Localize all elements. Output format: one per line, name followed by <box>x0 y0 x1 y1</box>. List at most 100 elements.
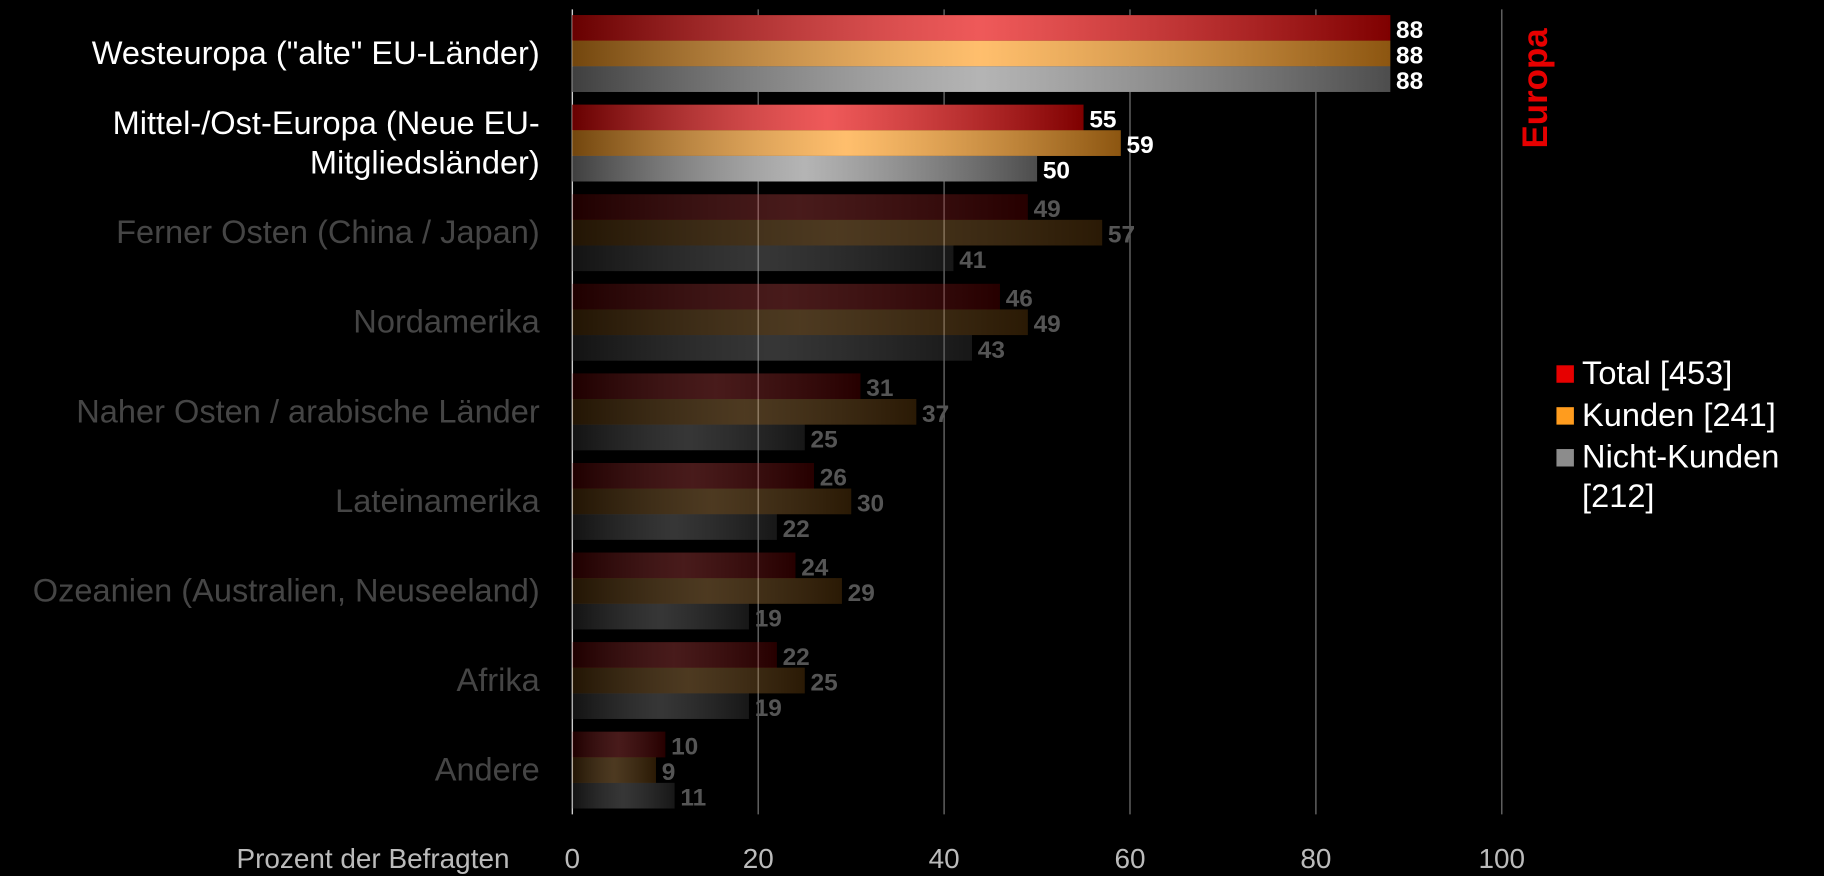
data-label: 22 <box>783 644 810 671</box>
bar-shade <box>572 66 1391 92</box>
bar-group <box>572 552 796 579</box>
bar-group <box>572 335 972 361</box>
bar-shade <box>572 782 675 809</box>
data-label: 25 <box>811 669 838 696</box>
legend-swatch <box>1556 365 1574 383</box>
bar-shade <box>572 219 1103 246</box>
data-label: 25 <box>811 426 838 453</box>
legend-box: Kunden [241] <box>1582 396 1776 433</box>
category-label-box: Afrika <box>456 661 540 698</box>
x-tick-label: 0 <box>565 843 581 874</box>
bar-group <box>572 731 666 758</box>
bar-group <box>572 283 1000 310</box>
bar-group <box>572 578 842 604</box>
bar-group <box>572 15 1391 41</box>
data-label: 19 <box>755 606 782 633</box>
bar-group <box>572 424 805 451</box>
y-tick-label: Ozeanien (Australien, Neuseeland) <box>32 572 540 609</box>
data-label: 11 <box>680 785 706 812</box>
x-axis-title: Prozent der Befragten <box>236 843 509 874</box>
bar-group <box>572 603 749 630</box>
bar-shade <box>572 578 842 604</box>
bar-shade <box>572 642 777 668</box>
bar-group <box>572 488 852 515</box>
bar-shade <box>572 463 814 489</box>
bar-group <box>572 373 861 400</box>
category-label-box: Lateinamerika <box>335 482 540 519</box>
data-label: 50 <box>1043 158 1070 185</box>
data-label: 41 <box>959 247 986 274</box>
bar-shade <box>572 603 749 630</box>
bar-shade <box>572 552 796 579</box>
legend-box: Total [453] <box>1582 354 1733 391</box>
category-label-box: Andere <box>435 752 540 788</box>
legend-label: Nicht-Kunden [212] <box>1582 438 1780 515</box>
bar-shade <box>572 693 749 719</box>
category-label-box: Ozeanien (Australien, Neuseeland) <box>32 572 540 609</box>
data-label: 88 <box>1396 68 1423 95</box>
bar-shade <box>572 130 1121 156</box>
data-label: 55 <box>1089 106 1116 133</box>
bar-shade <box>572 424 805 451</box>
bar-shade <box>572 40 1391 67</box>
bar-group <box>572 245 954 272</box>
bar-group <box>572 104 1084 131</box>
bar-shade <box>572 283 1000 310</box>
bar-group <box>572 463 814 489</box>
bar-group <box>572 66 1391 92</box>
bar-shade <box>572 373 861 400</box>
bar-shade <box>572 15 1391 41</box>
x-tick-label: 40 <box>929 843 960 874</box>
bar-group <box>572 309 1028 336</box>
legend-swatch <box>1556 407 1574 425</box>
bar-shade <box>572 399 917 425</box>
bar-shade <box>572 309 1028 336</box>
legend-label: Total [453] <box>1582 354 1733 391</box>
data-label: 26 <box>820 465 847 492</box>
y-tick-label: Westeuropa ("alte" EU-Länder) <box>91 34 540 71</box>
bar-shade <box>572 488 852 515</box>
x-tick-label: 80 <box>1300 843 1331 874</box>
bar-group <box>572 219 1103 246</box>
data-label: 29 <box>848 580 875 607</box>
bar-group <box>572 514 777 540</box>
category-label-box: Mittel-/Ost-Europa (Neue EU-Mitgliedslän… <box>112 104 540 181</box>
category-label-box: Naher Osten / arabische Länder <box>76 393 540 429</box>
data-label: 24 <box>801 554 829 581</box>
y-tick-label: Ferner Osten (China / Japan) <box>116 214 540 251</box>
y-tick-label: Lateinamerika <box>335 482 540 519</box>
bar-group <box>572 667 805 694</box>
bar-shade <box>572 731 666 758</box>
bar-group <box>572 194 1028 220</box>
bar-shade <box>572 194 1028 220</box>
data-label: 88 <box>1396 17 1423 44</box>
y-tick-label: Afrika <box>456 661 540 698</box>
annotation: Europa <box>1516 28 1555 149</box>
bar-group <box>572 782 675 809</box>
y-tick-label: Nordamerika <box>353 303 540 340</box>
x-tick-label: 60 <box>1114 843 1145 874</box>
x-tick-label: 100 <box>1478 843 1525 874</box>
x-tick-label: 20 <box>743 843 774 874</box>
data-label: 10 <box>671 733 698 760</box>
bar-group <box>572 642 777 668</box>
data-label: 30 <box>857 490 884 517</box>
legend-label: Kunden [241] <box>1582 396 1776 433</box>
y-tick-label: Mittel-/Ost-Europa (Neue EU-Mitgliedslän… <box>112 104 540 181</box>
data-label: 22 <box>783 516 810 543</box>
data-label: 88 <box>1396 42 1423 69</box>
legend-swatch <box>1556 449 1574 467</box>
data-label: 9 <box>662 759 676 786</box>
bar-shade <box>572 155 1038 182</box>
data-label: 37 <box>922 401 949 428</box>
category-label-box: Nordamerika <box>353 303 540 340</box>
bar-shade <box>572 757 656 783</box>
bar-group <box>572 130 1121 156</box>
category-label-box: Ferner Osten (China / Japan) <box>116 214 540 251</box>
category-label-box: Westeuropa ("alte" EU-Länder) <box>91 34 540 71</box>
bar-group <box>572 40 1391 67</box>
data-label: 49 <box>1034 311 1061 338</box>
legend-box: Nicht-Kunden [212] <box>1582 438 1780 515</box>
bar-shade <box>572 245 954 272</box>
